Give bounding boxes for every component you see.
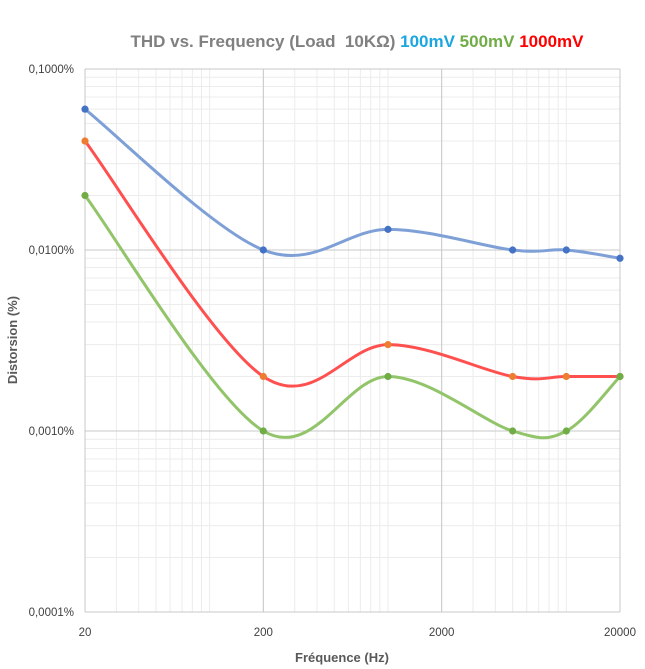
data-point [81,137,89,145]
y-tick-label: 0,0100% [29,245,74,257]
x-tick-label: 20000 [604,627,636,639]
data-point [259,372,267,381]
data-point [562,246,570,254]
data-point [509,246,517,254]
data-point [562,427,570,435]
title-part: THD vs. Frequency (Load 10KΩ) [130,32,400,51]
data-point [259,427,267,435]
series-layer [81,105,624,440]
x-axis-title: Fréquence (Hz) [295,650,389,665]
title-part: 500mV [460,32,520,51]
y-tick-label: 0,1000% [29,64,74,76]
data-point [384,372,392,381]
title-part: 100mV [400,32,460,51]
series-0 [81,105,624,262]
data-point [616,254,624,262]
data-point [81,105,89,113]
tick-labels: 20 200 2000 20000 0,1000% 0,0100% 0,0010% 0,000… [29,64,636,639]
y-tick-label: 0,0001% [29,607,74,619]
series-line [83,107,622,260]
series-line [83,194,622,440]
data-point [384,341,392,349]
series-1 [81,137,624,388]
major-gridlines [84,68,621,613]
data-point [616,372,624,381]
data-point [384,225,392,233]
y-tick-label: 0,0010% [29,426,74,438]
data-point [509,427,517,435]
title-part: 1000mV [519,32,584,51]
y-axis-title: Distorsion (%) [5,296,20,384]
data-point [562,372,570,381]
series-line [83,139,622,388]
data-point [509,372,517,381]
chart-title: THD vs. Frequency (Load 10KΩ) 100mV 500m… [130,32,584,51]
x-tick-label: 200 [254,627,273,639]
data-point [259,246,267,254]
x-tick-label: 2000 [429,627,455,639]
data-point [81,191,89,200]
x-tick-label: 20 [79,627,92,639]
series-2 [81,191,624,440]
minor-gridlines [85,69,620,612]
